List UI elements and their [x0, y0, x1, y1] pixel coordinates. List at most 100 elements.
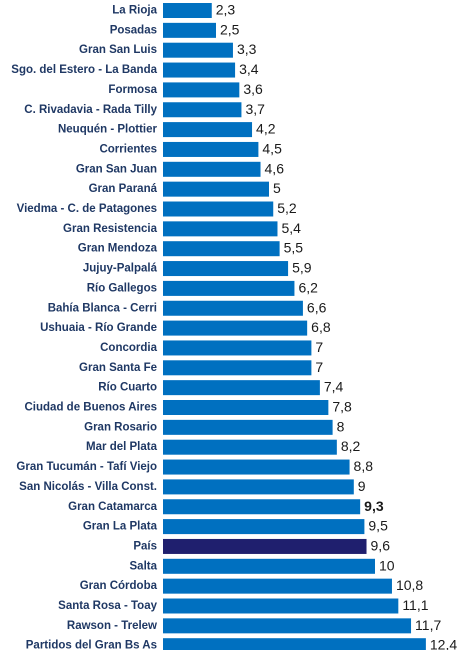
bar [163, 380, 320, 396]
value-label: 9 [358, 478, 366, 494]
bar [163, 538, 367, 554]
bar [163, 261, 289, 277]
bar [163, 181, 269, 197]
value-label: 12,4 [430, 637, 457, 650]
value-label: 6,6 [307, 299, 327, 315]
bar [163, 82, 240, 98]
value-label: 4,2 [256, 121, 276, 137]
category-label: Gran Catamarca [68, 501, 157, 513]
bar [163, 400, 329, 415]
bar [163, 241, 280, 257]
bar [163, 221, 278, 237]
value-label: 8 [337, 418, 345, 434]
bar [163, 419, 333, 435]
category-label: Concordia [100, 342, 157, 354]
value-label: 2,5 [220, 21, 240, 37]
value-label: 9,3 [364, 498, 384, 514]
value-label: 6,2 [298, 279, 318, 295]
category-label: C. Rivadavia - Rada Tilly [24, 104, 157, 116]
bar [163, 320, 308, 336]
category-label: Gran Paraná [89, 183, 158, 195]
value-label: 7,4 [324, 379, 344, 395]
category-label: Gran San Juan [76, 163, 157, 175]
category-label: Gran San Luis [79, 44, 157, 56]
bar [163, 62, 236, 78]
category-label: Jujuy-Palpalá [83, 263, 158, 275]
category-label: Gran Córdoba [80, 580, 158, 592]
category-label: Rawson - Trelew [67, 620, 157, 632]
bar [163, 300, 303, 316]
value-label: 3,4 [239, 61, 259, 77]
category-label: Neuquén - Plottier [58, 124, 158, 136]
bar [163, 459, 350, 475]
category-label: Gran Resistencia [63, 223, 158, 235]
category-labels-group: La Rioja Posadas Gran San Luis Sgo. del Est… [11, 5, 157, 650]
value-label: 5,5 [284, 240, 304, 256]
value-label: 9,6 [371, 537, 391, 553]
category-label: Santa Rosa - Toay [58, 600, 157, 612]
value-label: 5,2 [277, 200, 297, 216]
bar [163, 102, 242, 118]
value-label: 11,1 [402, 597, 428, 613]
value-label: 7 [315, 339, 323, 355]
value-label: 11,7 [415, 617, 441, 633]
bar [163, 22, 216, 38]
bar [163, 340, 312, 356]
category-label: Gran Santa Fe [79, 362, 157, 374]
category-label: Viedma - C. de Patagones [17, 203, 157, 215]
category-label: Formosa [108, 84, 157, 96]
value-label: 9,5 [368, 518, 388, 534]
category-label: Posadas [110, 24, 157, 36]
category-label: Partidos del Gran Bs As [26, 640, 157, 650]
value-label: 2,3 [216, 2, 236, 18]
category-label: Gran Tucumán - Tafí Viejo [16, 461, 157, 473]
bar [163, 280, 295, 296]
value-label: 10 [379, 557, 395, 573]
value-label: 3,6 [243, 81, 263, 97]
bar [163, 3, 212, 18]
bar [163, 42, 233, 58]
value-label: 8,8 [354, 458, 374, 474]
category-label: Salta [130, 560, 158, 572]
value-label: 7,8 [332, 399, 352, 415]
value-label: 3,7 [245, 101, 265, 117]
value-label: 4,5 [262, 140, 282, 156]
bar [163, 360, 312, 376]
category-label: La Rioja [112, 5, 157, 17]
category-label: Gran Rosario [84, 421, 157, 433]
bar [163, 558, 375, 574]
category-label: Sgo. del Estero - La Banda [11, 64, 157, 76]
value-label: 10,8 [396, 577, 423, 593]
bar [163, 618, 412, 634]
bar [163, 439, 337, 455]
category-label: Bahía Blanca - Cerri [48, 302, 157, 314]
bar [163, 161, 261, 177]
bar [163, 479, 354, 495]
category-label: Mar del Plata [86, 441, 158, 453]
bar [163, 499, 361, 515]
bar [163, 519, 365, 535]
category-label: País [133, 540, 157, 552]
category-label: San Nicolás - Villa Const. [19, 481, 157, 493]
value-label: 5 [273, 180, 281, 196]
bar [163, 141, 259, 157]
value-label: 7 [315, 359, 323, 375]
value-label: 8,2 [341, 438, 361, 454]
category-label: Ushuaia - Río Grande [40, 322, 157, 334]
value-labels-group: 2,3 2,5 3,3 3,4 3,6 3,7 4,2 4,5 4,6 5 5,2 5,4 5,5 5,9… [216, 2, 458, 650]
category-label: Río Gallegos [87, 282, 157, 294]
value-label: 3,3 [237, 41, 257, 57]
value-label: 5,9 [292, 260, 312, 276]
category-label: Corrientes [99, 143, 157, 155]
value-label: 4,6 [265, 160, 285, 176]
bar [163, 598, 399, 614]
category-label: Gran Mendoza [78, 243, 158, 255]
bars-group [163, 3, 426, 650]
category-label: Ciudad de Buenos Aires [25, 402, 158, 414]
value-label: 6,8 [311, 319, 331, 335]
category-label: Gran La Plata [83, 521, 158, 533]
bar [163, 201, 274, 217]
category-label: Río Cuarto [98, 382, 157, 394]
bar [163, 638, 426, 650]
